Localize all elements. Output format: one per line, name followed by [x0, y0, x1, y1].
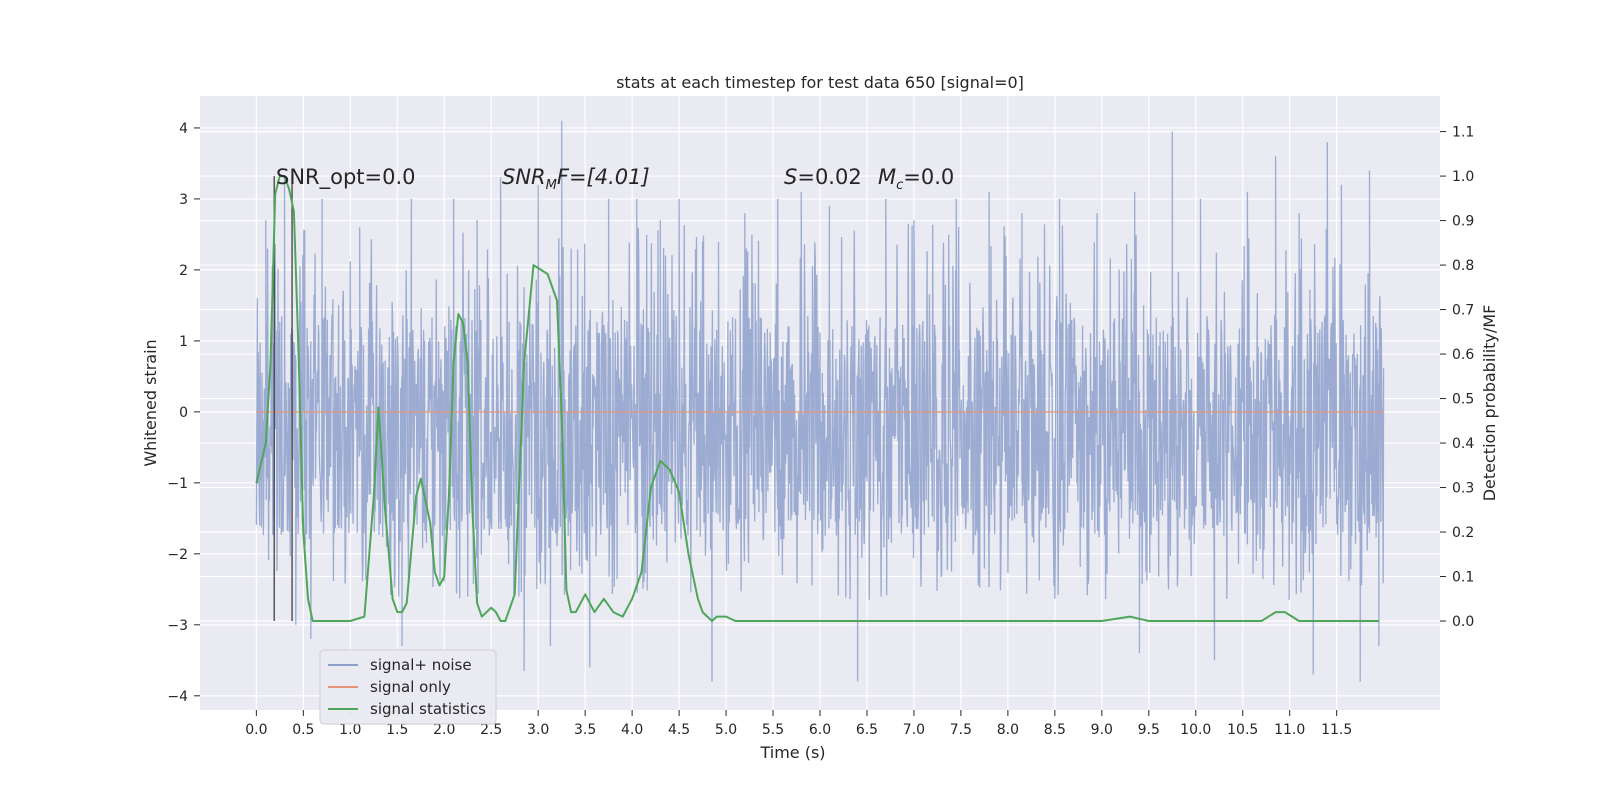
- y2-tick-label: 0.8: [1452, 258, 1474, 274]
- x-tick-label: 4.5: [668, 722, 690, 738]
- x-tick-label: 2.5: [480, 722, 502, 738]
- chart-title: stats at each timestep for test data 650…: [616, 73, 1024, 92]
- legend-label-signal-statistics: signal statistics: [370, 700, 486, 718]
- x-tick-label: 2.0: [433, 722, 455, 738]
- legend-box: [319, 649, 497, 725]
- x-tick-label: 9.5: [1138, 722, 1160, 738]
- y-tick-label: 4: [179, 121, 188, 137]
- y2-tick-label: 0.6: [1452, 347, 1474, 363]
- legend: signal+ noise signal only signal statist…: [319, 649, 497, 725]
- y-tick-label: 2: [179, 263, 188, 279]
- annotation-snr-opt: SNR_opt=0.0: [276, 165, 416, 190]
- y2-tick-label: 0.0: [1452, 614, 1474, 630]
- annotation-mc-value: =0.0: [903, 165, 954, 189]
- y-tick-label: −2: [167, 547, 188, 563]
- y-tick-label: −4: [167, 689, 188, 705]
- x-tick-label: 6.5: [856, 722, 878, 738]
- x-tick-label: 4.0: [621, 722, 643, 738]
- y2-tick-label: 0.2: [1452, 525, 1474, 541]
- y2-tick-label: 1.1: [1452, 125, 1474, 141]
- x-tick-label: 3.0: [527, 722, 549, 738]
- legend-label-signal-only: signal only: [370, 678, 451, 696]
- y2-tick-label: 0.7: [1452, 303, 1474, 319]
- x-tick-label: 11.5: [1321, 722, 1352, 738]
- x-tick-label: 6.0: [809, 722, 831, 738]
- y2-tick-label: 0.5: [1452, 392, 1474, 408]
- x-axis-ticks: 0.0 0.5 1.0 1.5 2.0 2.5 3.0 3.5 4.0 4.5 5.0 5.5 6.0 6…: [245, 710, 1352, 738]
- y2-tick-label: 0.3: [1452, 481, 1474, 497]
- x-tick-label: 0.0: [245, 722, 267, 738]
- annotation-snr-mf-symbol: SNR: [502, 165, 546, 189]
- annotation-mc: Mc=0.0: [878, 165, 954, 193]
- x-tick-label: 10.5: [1227, 722, 1258, 738]
- y2-tick-label: 0.1: [1452, 570, 1474, 586]
- y-tick-label: 3: [179, 192, 188, 208]
- signal-statistics-line: [255, 175, 1379, 622]
- y-tick-label: −1: [167, 476, 188, 492]
- x-tick-label: 1.5: [386, 722, 408, 738]
- signal-noise-line: [255, 120, 1385, 682]
- annotation-s-value: =0.02: [797, 165, 861, 189]
- y2-axis-label: Detection probability/MF: [1480, 305, 1499, 502]
- annotations: SNR_opt=0.0 SNRMF=[4.01] S=0.02 Mc=0.0: [276, 165, 954, 193]
- annotation-mc-symbol: M: [878, 165, 896, 189]
- x-tick-label: 11.0: [1274, 722, 1305, 738]
- x-axis-label: Time (s): [759, 743, 825, 762]
- x-tick-label: 8.5: [1044, 722, 1066, 738]
- x-tick-label: 10.0: [1180, 722, 1211, 738]
- x-tick-label: 5.5: [762, 722, 784, 738]
- signal-noise-trace: [255, 120, 1385, 682]
- annotation-snr-mf-rest: F=[4.01]: [557, 165, 650, 189]
- y-axis-ticks: 4 3 2 1 0 −1 −2 −3 −4: [167, 121, 200, 705]
- y2-tick-label: 1.0: [1452, 169, 1474, 185]
- y-tick-label: 1: [179, 334, 188, 350]
- annotation-s: S=0.02: [784, 165, 862, 189]
- x-tick-label: 5.0: [715, 722, 737, 738]
- annotation-snr-mf: SNRMF=[4.01]: [502, 165, 650, 193]
- y-axis-label: Whitened strain: [141, 339, 160, 466]
- x-tick-label: 7.0: [903, 722, 925, 738]
- x-tick-label: 9.0: [1091, 722, 1113, 738]
- x-tick-label: 1.0: [339, 722, 361, 738]
- annotation-mc-sub: c: [896, 178, 903, 193]
- signal-statistics-trace: [255, 175, 1379, 622]
- y-tick-label: 0: [179, 405, 188, 421]
- y2-axis-ticks: 1.1 1.0 0.9 0.8 0.7 0.6 0.5 0.4 0.3 0.2 0.1 0.0: [1440, 125, 1474, 630]
- annotation-s-symbol: S: [784, 165, 797, 189]
- legend-label-signal-noise: signal+ noise: [370, 656, 472, 674]
- y-tick-label: −3: [167, 618, 188, 634]
- x-tick-label: 3.5: [574, 722, 596, 738]
- y2-tick-label: 0.4: [1452, 436, 1474, 452]
- y2-tick-label: 0.9: [1452, 214, 1474, 230]
- x-tick-label: 7.5: [950, 722, 972, 738]
- annotation-snr-mf-sub: M: [546, 178, 557, 193]
- x-tick-label: 8.0: [997, 722, 1019, 738]
- x-tick-label: 0.5: [292, 722, 314, 738]
